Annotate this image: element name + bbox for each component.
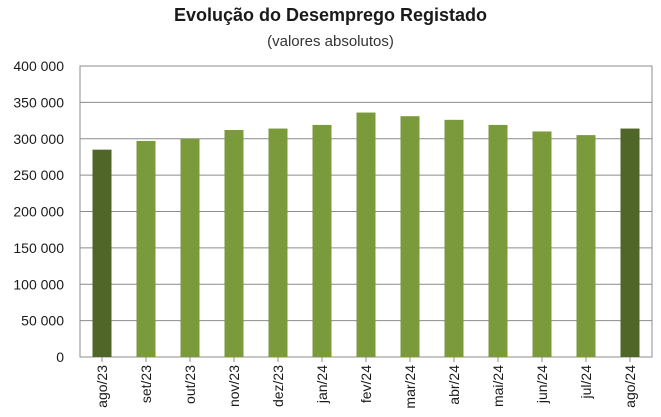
x-tick-label: abr/24 — [446, 365, 462, 405]
bar-mai-24 — [488, 124, 508, 358]
y-tick-label: 300 000 — [13, 131, 64, 147]
x-tick-label: jan/24 — [314, 365, 330, 404]
x-tick-label: ago/24 — [622, 365, 638, 408]
x-tick-label: set/23 — [138, 365, 154, 403]
bar-abr-24 — [444, 119, 464, 358]
x-tick-label: out/23 — [182, 365, 198, 404]
y-tick-label: 100 000 — [13, 276, 64, 292]
chart-subtitle: (valores absolutos) — [267, 33, 394, 50]
y-tick-label: 0 — [56, 349, 64, 365]
bar-ago-23 — [92, 149, 112, 357]
bar-fev-24 — [356, 112, 376, 357]
x-tick-label: nov/23 — [226, 365, 242, 407]
y-tick-label: 50 000 — [21, 313, 64, 329]
x-axis-ticks: ago/23 set/23 out/23 nov/23 dez/23 jan/24 fev/… — [94, 357, 638, 409]
y-tick-label: 200 000 — [13, 204, 64, 220]
chart-title: Evolução do Desemprego Registado — [173, 5, 488, 25]
y-tick-label: 400 000 — [13, 58, 64, 74]
x-tick-label: jul/24 — [578, 365, 594, 400]
bars — [92, 112, 640, 358]
bar-nov-23 — [224, 130, 244, 357]
bar-jul-24 — [576, 135, 596, 357]
y-tick-label: 250 000 — [13, 167, 64, 183]
bar-mar-24 — [400, 116, 420, 357]
bar-ago-24 — [620, 128, 640, 357]
y-tick-label: 350 000 — [13, 94, 64, 110]
y-tick-label: 150 000 — [13, 240, 64, 256]
bar-jun-24 — [532, 131, 552, 357]
x-tick-label: mai/24 — [490, 365, 506, 407]
x-tick-label: jun/24 — [534, 365, 550, 404]
bar-set-23 — [136, 140, 156, 357]
x-tick-label: fev/24 — [358, 365, 374, 403]
bar-dez-23 — [268, 128, 288, 357]
y-axis-ticks: 0 50 000 100 000 150 000 200 000 250 000 300 0… — [13, 58, 64, 365]
x-tick-label: mar/24 — [402, 365, 418, 409]
x-tick-label: ago/23 — [94, 365, 110, 408]
x-tick-label: dez/23 — [270, 365, 286, 407]
bar-out-23 — [180, 138, 200, 357]
bar-jan-24 — [312, 124, 332, 358]
